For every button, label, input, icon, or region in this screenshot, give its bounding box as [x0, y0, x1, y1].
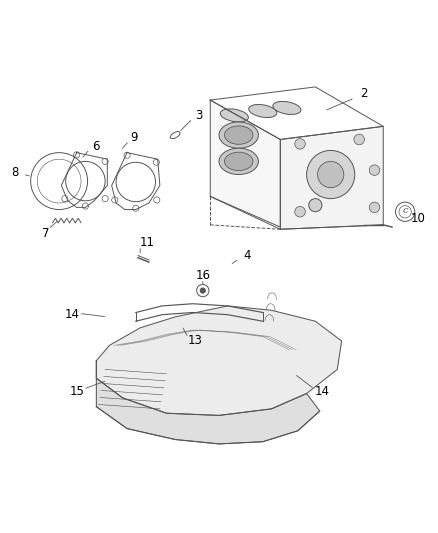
- Text: 11: 11: [139, 236, 154, 249]
- Text: 4: 4: [244, 249, 251, 262]
- Circle shape: [354, 134, 364, 145]
- Text: 13: 13: [187, 335, 202, 348]
- Text: 14: 14: [314, 385, 329, 398]
- Circle shape: [200, 287, 206, 294]
- Text: 2: 2: [360, 87, 367, 100]
- Circle shape: [295, 206, 305, 217]
- Polygon shape: [280, 126, 383, 229]
- Ellipse shape: [249, 104, 277, 118]
- Text: 10: 10: [411, 212, 426, 225]
- Ellipse shape: [224, 126, 253, 144]
- Circle shape: [309, 199, 322, 212]
- Text: 3: 3: [196, 109, 203, 122]
- Text: 16: 16: [196, 269, 211, 282]
- Circle shape: [307, 150, 355, 199]
- Circle shape: [369, 202, 380, 213]
- Text: 9: 9: [130, 131, 138, 144]
- Text: 6: 6: [92, 140, 100, 152]
- Ellipse shape: [220, 109, 248, 122]
- Text: c: c: [403, 206, 408, 215]
- Circle shape: [369, 165, 380, 175]
- Circle shape: [295, 139, 305, 149]
- Text: 7: 7: [42, 227, 50, 240]
- Text: 8: 8: [12, 166, 19, 179]
- Ellipse shape: [224, 152, 253, 171]
- Polygon shape: [96, 361, 320, 444]
- Circle shape: [318, 161, 344, 188]
- Ellipse shape: [273, 101, 301, 115]
- Polygon shape: [96, 306, 342, 415]
- Ellipse shape: [219, 148, 258, 174]
- Ellipse shape: [219, 122, 258, 148]
- Text: 15: 15: [69, 385, 84, 398]
- Polygon shape: [210, 100, 280, 227]
- Text: 14: 14: [65, 308, 80, 321]
